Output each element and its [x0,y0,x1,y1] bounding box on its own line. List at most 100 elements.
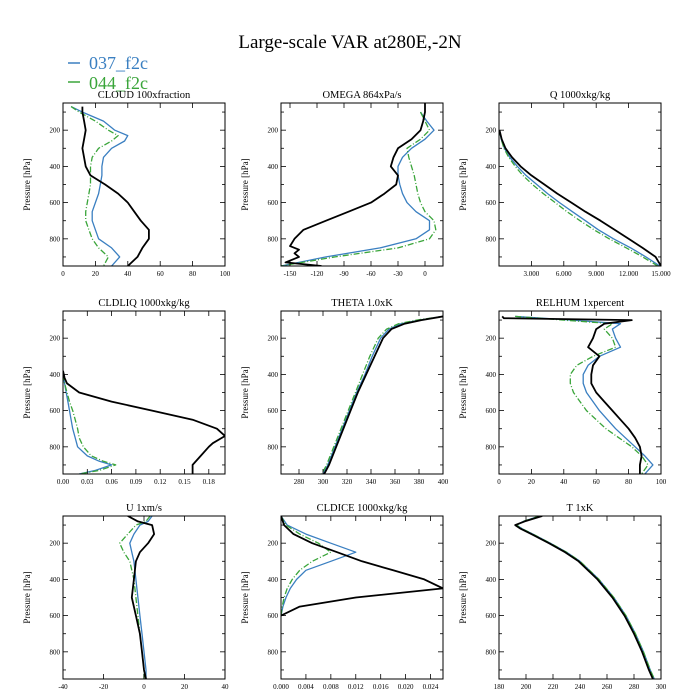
x-tick-label: 0 [142,683,146,691]
x-tick-label: 60 [157,270,165,278]
x-tick-label: 400 [438,478,449,486]
y-axis-label: Pressure [hPa] [458,366,468,418]
series-line-037-f2c [515,516,655,679]
x-tick-label: 360 [390,478,401,486]
y-tick-label: 600 [268,612,279,620]
y-axis-label: Pressure [hPa] [22,571,32,623]
plot-frame [280,310,444,475]
y-axis-label: Pressure [hPa] [240,366,250,418]
series-line-037-f2c [499,130,661,266]
series-line-044-f2c [119,516,151,679]
x-tick-label: -120 [311,270,324,278]
y-tick-label: 200 [50,335,61,343]
y-tick-label: 800 [50,235,61,243]
x-tick-label: 320 [342,478,353,486]
y-tick-label: 400 [50,371,61,379]
x-tick-label: -150 [284,270,297,278]
y-tick-label: 200 [268,127,279,135]
y-tick-label: 400 [486,576,497,584]
legend: 037_f2c 044_f2c [68,53,148,93]
y-tick-label: 400 [50,163,61,171]
panel-theta: THETA 1.0xK Pressure [hPa] 200 400 600 800 280… [240,298,449,486]
series-line-044-f2c [281,516,332,616]
series-line-reference [281,516,443,617]
x-tick-label: 220 [548,683,559,691]
panel-u: U 1xm/s Pressure [hPa] 200 400 600 800 -40 -20 0… [22,503,229,691]
legend-label-037: 037_f2c [89,53,148,73]
y-axis-label: Pressure [hPa] [240,571,250,623]
series-line-037-f2c [322,315,443,474]
series-line-044-f2c [321,315,443,474]
x-tick-label: 80 [625,478,633,486]
y-tick-label: 600 [486,199,497,207]
y-tick-label: 600 [50,199,61,207]
y-tick-label: 800 [268,443,279,451]
x-tick-label: 200 [521,683,532,691]
plot-frame [62,102,226,267]
x-tick-label: 340 [366,478,377,486]
panel-q: Q 1000xkg/kg Pressure [hPa] 200 400 600 800 3.… [458,90,671,278]
series-line-reference [323,315,443,474]
panel-omega: OMEGA 864xPa/s Pressure [hPa] 200 400 600 800… [240,90,444,278]
y-tick-label: 800 [268,648,279,656]
y-tick-label: 400 [486,163,497,171]
x-tick-label: 0.008 [323,683,339,691]
x-tick-label: 0.012 [348,683,364,691]
x-tick-label: 100 [220,270,231,278]
x-tick-label: 3.000 [524,270,540,278]
panel-title: CLDLIQ 1000xkg/kg [98,298,190,309]
x-tick-label: 0 [497,478,501,486]
y-tick-label: 200 [486,127,497,135]
legend-label-044: 044_f2c [89,73,148,93]
series-line-044-f2c [70,106,119,266]
series-line-reference [499,129,661,266]
y-tick-label: 600 [268,199,279,207]
plot-frame [498,310,662,475]
x-tick-label: 180 [494,683,505,691]
series-line-037-f2c [129,516,153,679]
x-tick-label: 0 [423,270,427,278]
x-tick-label: 6.000 [556,270,572,278]
series-line-reference [514,516,654,679]
series-line-reference [63,370,225,474]
plot-frame [498,515,662,680]
y-tick-label: 200 [268,540,279,548]
x-tick-label: 100 [656,478,667,486]
x-tick-label: 0.004 [298,683,314,691]
y-tick-label: 800 [486,235,497,243]
y-axis-label: Pressure [hPa] [22,158,32,210]
series-line-037-f2c [281,111,435,266]
x-tick-label: 240 [575,683,586,691]
y-tick-label: 800 [268,235,279,243]
series-line-037-f2c [63,374,113,474]
y-tick-label: 600 [50,612,61,620]
series-line-044-f2c [515,516,655,679]
y-tick-label: 800 [50,648,61,656]
y-tick-label: 600 [50,407,61,415]
x-tick-label: 280 [294,478,305,486]
x-tick-label: 20 [181,683,189,691]
x-tick-label: 40 [124,270,132,278]
y-tick-label: 400 [50,576,61,584]
y-tick-label: 800 [486,443,497,451]
x-tick-label: 0.024 [423,683,439,691]
x-tick-label: 0.09 [130,478,143,486]
x-tick-label: 0 [61,270,65,278]
y-tick-label: 800 [50,443,61,451]
x-tick-label: 20 [92,270,100,278]
series-line-reference [284,103,426,266]
x-tick-label: 40 [560,478,568,486]
x-tick-label: 0.18 [203,478,216,486]
x-tick-label: 380 [414,478,425,486]
x-tick-label: 9.000 [588,270,604,278]
panel-title: OMEGA 864xPa/s [322,90,401,101]
y-axis-label: Pressure [hPa] [458,158,468,210]
panel-t: T 1xK Pressure [hPa] 200 400 600 800 180 200 220… [458,503,667,691]
x-tick-label: 15.000 [651,270,671,278]
y-tick-label: 200 [268,335,279,343]
x-tick-label: -40 [58,683,68,691]
y-tick-label: 400 [268,371,279,379]
panel-title: THETA 1.0xK [331,298,393,309]
